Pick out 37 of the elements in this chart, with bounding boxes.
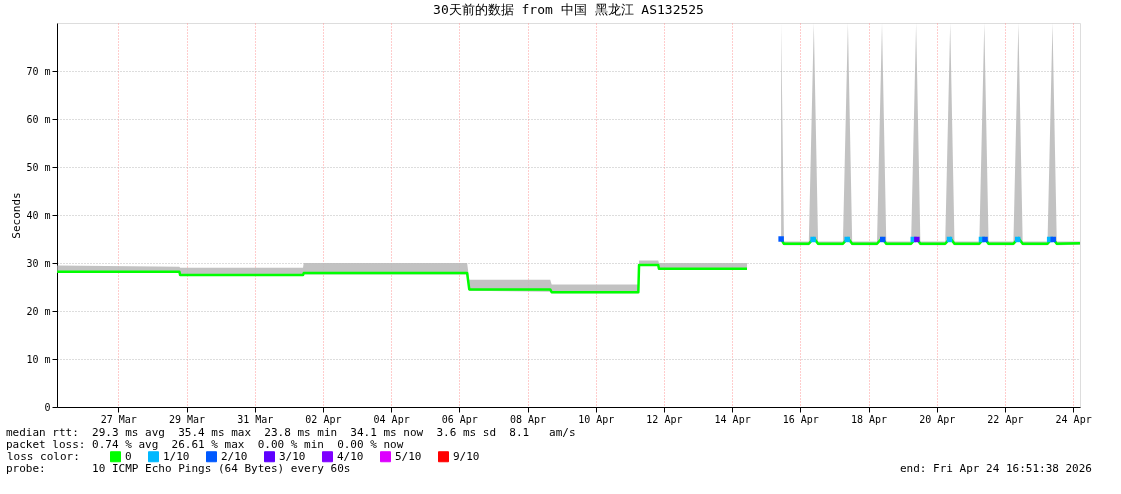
text: packet loss: 0.74 % avg 26.61 % max 0.00 % min 0.00 % now: [6, 438, 404, 451]
y-tick-label: 50 m: [26, 161, 51, 173]
x-tick-label: 14 Apr: [714, 413, 751, 425]
legend-label: 0: [125, 449, 132, 463]
x-tick-label: 06 Apr: [441, 413, 478, 425]
x-tick-label: 27 Mar: [100, 413, 137, 425]
legend-label: 4/10: [337, 449, 364, 463]
y-tick-label: 10 m: [26, 353, 51, 365]
x-tick-label: 16 Apr: [782, 413, 819, 425]
y-tick-label: 40 m: [26, 209, 51, 221]
legend-label: 3/10: [279, 449, 306, 463]
x-tick-label: 22 Apr: [987, 413, 1024, 425]
y-axis-title: Seconds: [10, 192, 24, 239]
y-tick-label: 60 m: [26, 113, 51, 125]
x-tick-label: 18 Apr: [850, 413, 888, 425]
x-tick-label: 31 Mar: [237, 413, 274, 425]
x-tick-label: 29 Mar: [168, 413, 206, 425]
x-tick-label: 10 Apr: [578, 413, 615, 425]
y-tick-label: 0: [44, 401, 51, 413]
x-tick-label: 08 Apr: [509, 413, 547, 425]
legend-title: loss color:: [7, 450, 80, 463]
x-tick-label: 24 Apr: [1055, 413, 1092, 425]
chart-title: 30天前的数据 from 中国 黑龙江 AS132525: [433, 2, 704, 17]
text: median rtt: 29.3 ms avg 35.4 ms max 23.8 ms min 34.1 ms now 3.6 ms sd 8.1 am/s: [6, 426, 576, 439]
y-tick-label: 30 m: [26, 257, 51, 269]
x-tick-label: 20 Apr: [919, 413, 956, 425]
x-tick-label: 12 Apr: [646, 413, 683, 425]
x-tick-label: 02 Apr: [305, 413, 342, 425]
legend-label: 2/10: [221, 449, 248, 463]
legend-label: 1/10: [163, 449, 190, 463]
y-tick-label: 20 m: [26, 305, 51, 317]
text: end: Fri Apr 24 16:51:38 2026: [899, 462, 1092, 475]
x-tick-label: 04 Apr: [373, 413, 410, 425]
legend-label: 9/10: [453, 449, 480, 463]
legend-label: 5/10: [395, 449, 422, 463]
text: probe: 10 ICMP Echo Pings (64 Bytes) every 60s: [6, 462, 351, 475]
y-tick-label: 70 m: [26, 65, 51, 77]
